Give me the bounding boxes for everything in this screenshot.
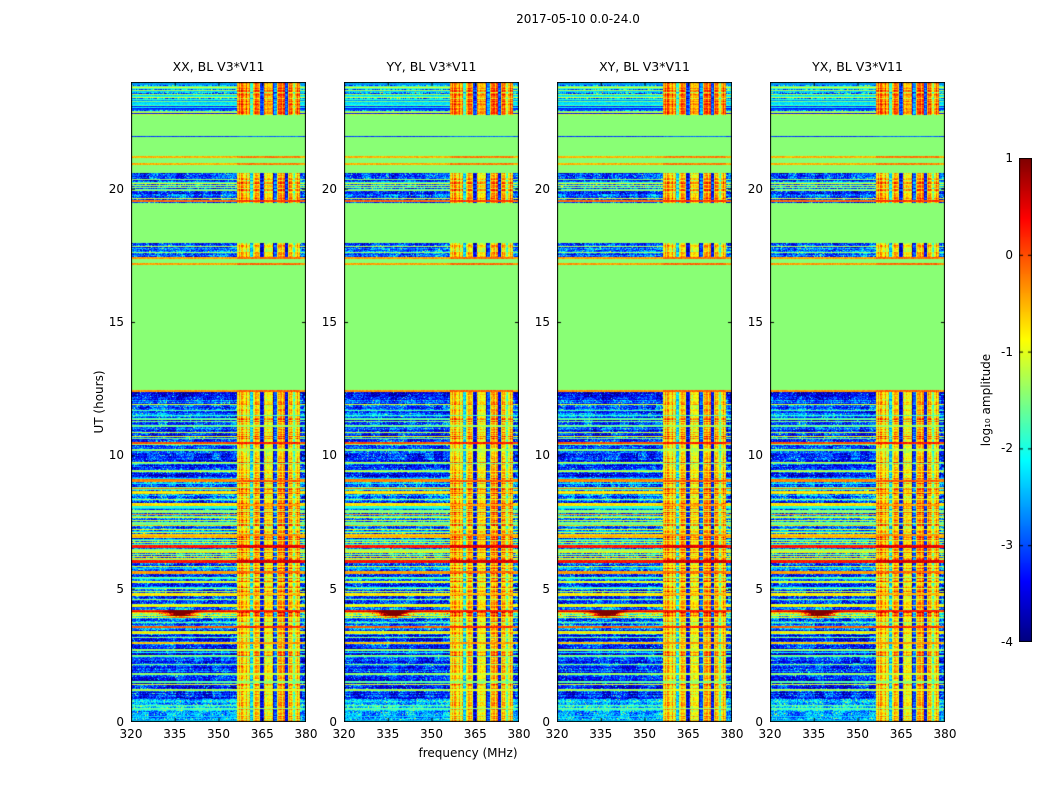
colorbar-tick-label: -2 (1001, 441, 1013, 456)
y-tick-label: 20 (108, 181, 124, 196)
colorbar-gradient (1019, 158, 1032, 642)
y-tick-label: 20 (534, 181, 550, 196)
x-axis-label: frequency (MHz) (418, 746, 518, 760)
x-tick-label: 350 (846, 727, 869, 741)
heatmap-canvas-xx (131, 82, 306, 722)
y-tick-label: 10 (321, 448, 337, 463)
x-tick-label: 365 (250, 727, 274, 741)
y-tick-label: 5 (755, 581, 763, 596)
y-tick-label: 15 (534, 315, 550, 329)
x-tick-label: 320 (545, 727, 569, 741)
heatmap-canvas-yx (770, 82, 945, 722)
y-tick-label: 0 (116, 715, 124, 729)
x-tick-label: 350 (633, 727, 656, 741)
panel-yy: YY, BL V3*V11 (344, 59, 519, 722)
x-tick-label: 365 (463, 727, 487, 741)
y-tick-label: 5 (542, 581, 550, 596)
figure-title: 2017-05-10 0.0-24.0 (516, 12, 640, 26)
colorbar-tick-label: 0 (1005, 247, 1013, 262)
y-tick-label: 0 (542, 715, 550, 729)
y-tick-label: 0 (755, 715, 763, 729)
x-tick-label: 380 (933, 727, 957, 741)
x-tick-label: 335 (802, 727, 826, 741)
y-tick-label: 15 (108, 315, 124, 329)
x-tick-label: 320 (332, 727, 356, 741)
y-tick-label: 10 (534, 448, 550, 463)
y-tick-label: 15 (321, 315, 337, 329)
y-tick-label: 5 (116, 581, 124, 596)
colorbar-tick-label: -4 (1001, 635, 1013, 649)
y-tick-label: 10 (108, 448, 124, 463)
x-tick-label: 320 (758, 727, 782, 741)
colorbar-tick-label: -1 (1001, 344, 1013, 359)
x-tick-label: 365 (889, 727, 913, 741)
heatmap-canvas-yy (344, 82, 519, 722)
x-tick-label: 335 (376, 727, 400, 741)
y-tick-label: 0 (329, 715, 337, 729)
x-tick-label: 335 (589, 727, 613, 741)
x-tick-label: 350 (207, 727, 230, 741)
x-tick-label: 350 (420, 727, 443, 741)
y-tick-label: 20 (321, 181, 337, 196)
panel-title-yx: YX, BL V3*V11 (812, 59, 903, 74)
panel-title-yy: YY, BL V3*V11 (386, 59, 477, 74)
x-tick-label: 335 (163, 727, 187, 741)
colorbar-tick-label: 1 (1005, 151, 1013, 165)
panel-xx: XX, BL V3*V11 (131, 59, 306, 722)
colorbar-tick-label: -3 (1001, 538, 1013, 553)
x-tick-label: 380 (720, 727, 744, 741)
panel-title-xx: XX, BL V3*V11 (172, 59, 265, 74)
y-tick-label: 20 (747, 181, 763, 196)
panel-xy: XY, BL V3*V11 (557, 59, 732, 722)
x-tick-label: 320 (119, 727, 143, 741)
colorbar-label: log₁₀ amplitude (979, 353, 993, 447)
panel-yx: YX, BL V3*V11 (770, 59, 945, 722)
heatmap-canvas-xy (557, 82, 732, 722)
y-tick-label: 5 (329, 581, 337, 596)
x-tick-label: 380 (507, 727, 531, 741)
panel-title-xy: XY, BL V3*V11 (599, 59, 690, 74)
x-tick-label: 365 (676, 727, 700, 741)
y-tick-label: 10 (747, 448, 763, 463)
y-tick-label: 15 (747, 315, 763, 329)
x-tick-label: 380 (294, 727, 318, 741)
